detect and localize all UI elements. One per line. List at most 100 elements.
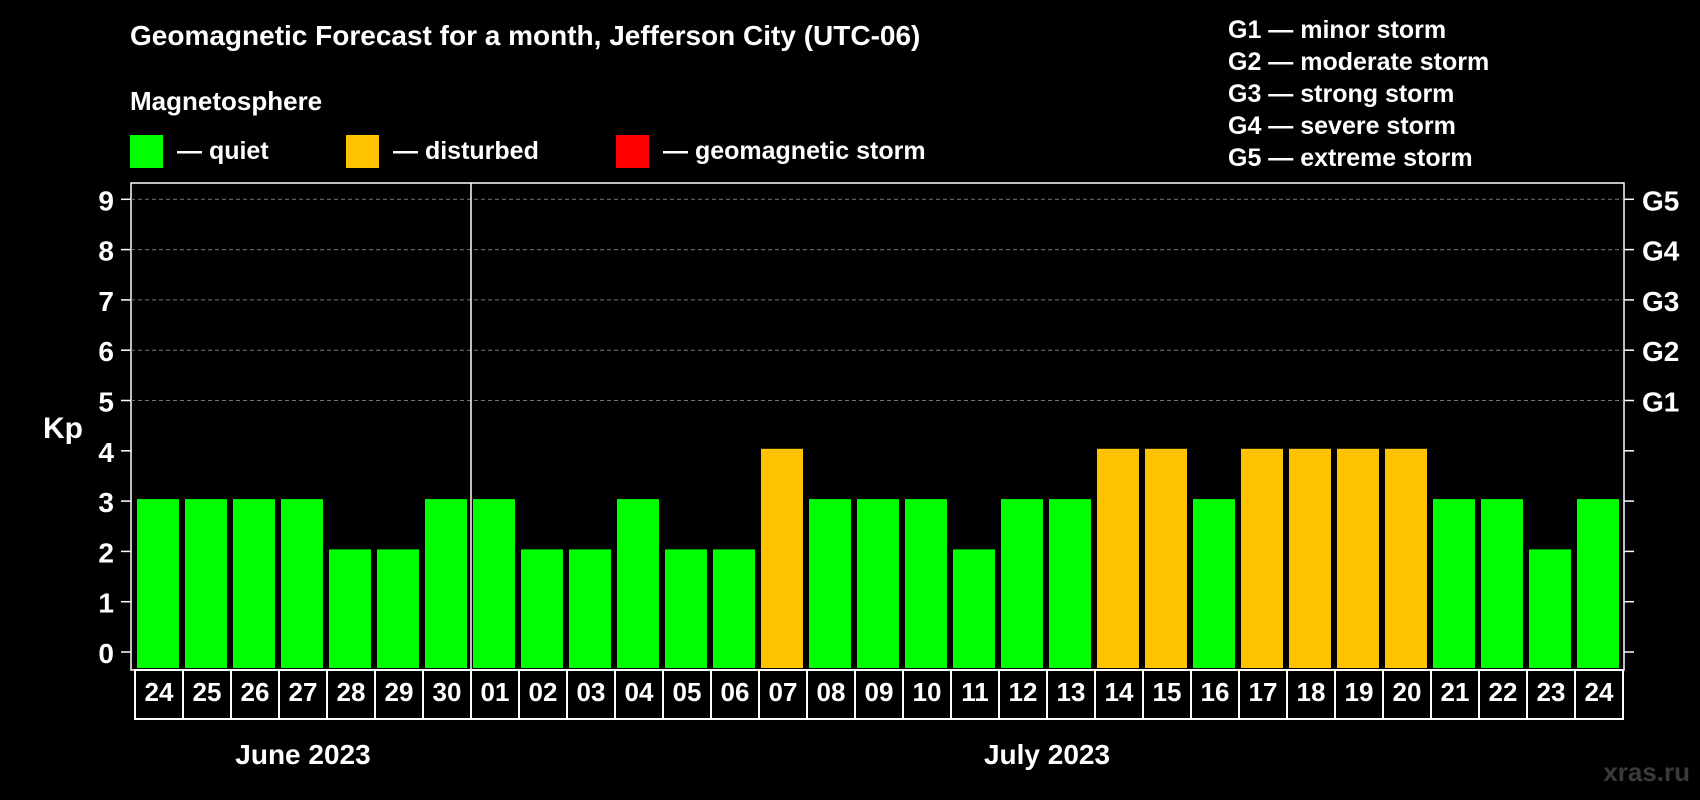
x-tick-label: 19 — [1345, 677, 1374, 707]
y-tick-label: 6 — [98, 336, 114, 367]
y-axis-title: Kp — [43, 412, 83, 445]
bar — [1433, 499, 1475, 668]
x-tick-label: 10 — [913, 677, 942, 707]
bar — [1097, 448, 1139, 668]
g-scale-label: G5 — [1642, 185, 1679, 216]
y-tick-label: 8 — [98, 236, 114, 267]
g-scale-label: G4 — [1642, 236, 1680, 267]
x-tick-label: 18 — [1297, 677, 1326, 707]
legend-swatch-storm — [616, 134, 649, 168]
legend-label-quiet: — quiet — [177, 136, 269, 165]
y-tick-label: 2 — [98, 537, 114, 568]
x-tick-label: 06 — [721, 677, 750, 707]
x-tick-label: 15 — [1153, 677, 1182, 707]
x-tick-label: 09 — [865, 677, 894, 707]
x-tick-label: 28 — [337, 677, 366, 707]
g-scale-label: G3 — [1642, 286, 1679, 317]
bar — [329, 549, 371, 668]
bar — [569, 549, 611, 668]
y-tick-label: 5 — [98, 387, 114, 418]
y-tick-label: 9 — [98, 185, 114, 216]
x-tick-label: 24 — [145, 677, 174, 707]
bar — [473, 499, 515, 668]
y-tick-label: 3 — [98, 487, 114, 518]
x-tick-label: 29 — [385, 677, 414, 707]
chart-title: Geomagnetic Forecast for a month, Jeffer… — [130, 20, 921, 51]
bar — [953, 549, 995, 668]
bar — [1337, 448, 1379, 668]
bar — [281, 499, 323, 668]
storm-level-g2: G2 — moderate storm — [1228, 48, 1490, 76]
x-tick-label: 03 — [577, 677, 606, 707]
y-tick-label: 7 — [98, 286, 114, 317]
bar — [377, 549, 419, 668]
x-tick-label: 17 — [1249, 677, 1278, 707]
bar — [1049, 499, 1091, 668]
bar — [1241, 448, 1283, 668]
x-tick-label: 05 — [673, 677, 702, 707]
x-tick-label: 08 — [817, 677, 846, 707]
y-tick-label: 0 — [98, 638, 114, 669]
storm-level-g4: G4 — severe storm — [1228, 112, 1456, 140]
bar — [713, 549, 755, 668]
bar — [1289, 448, 1331, 668]
legend-swatch-quiet — [130, 134, 163, 168]
month-label: July 2023 — [984, 739, 1110, 770]
legend-quiet: — quiet — [130, 134, 269, 168]
x-tick-label: 01 — [481, 677, 510, 707]
storm-level-g5: G5 — extreme storm — [1228, 144, 1473, 172]
x-tick-label: 22 — [1489, 677, 1518, 707]
x-tick-label: 04 — [625, 677, 654, 707]
bar — [233, 499, 275, 668]
bar — [1529, 549, 1571, 668]
x-tick-label: 14 — [1105, 677, 1134, 707]
bar — [665, 549, 707, 668]
x-tick-label: 07 — [769, 677, 798, 707]
x-tick-label: 13 — [1057, 677, 1086, 707]
storm-scale-legend: G1 — minor storm G2 — moderate storm G3 … — [1228, 14, 1489, 174]
legend-storm: — geomagnetic storm — [616, 134, 926, 168]
bar — [857, 499, 899, 668]
x-tick-label: 11 — [961, 677, 989, 707]
x-tick-label: 24 — [1585, 677, 1614, 707]
bar — [809, 499, 851, 668]
legend-disturbed: — disturbed — [346, 134, 539, 168]
legend-swatch-disturbed — [346, 134, 379, 168]
bar — [1481, 499, 1523, 668]
x-tick-label: 26 — [241, 677, 270, 707]
bar — [1145, 448, 1187, 668]
x-tick-label: 12 — [1009, 677, 1038, 707]
x-tick-label: 16 — [1201, 677, 1230, 707]
x-tick-label: 20 — [1393, 677, 1422, 707]
watermark: xras.ru — [1603, 757, 1690, 787]
bar — [617, 499, 659, 668]
legend-label-storm: — geomagnetic storm — [663, 136, 926, 165]
bar — [761, 448, 803, 668]
legend-title: Magnetosphere — [130, 86, 323, 116]
bar — [1577, 499, 1619, 668]
legend-label-disturbed: — disturbed — [393, 136, 539, 165]
y-tick-label: 1 — [98, 588, 114, 619]
x-tick-label: 21 — [1441, 677, 1470, 707]
x-tick-label: 30 — [433, 677, 462, 707]
bar — [905, 499, 947, 668]
bar — [1385, 448, 1427, 668]
date-row — [134, 669, 1624, 720]
x-tick-label: 23 — [1537, 677, 1566, 707]
x-tick-label: 27 — [289, 677, 318, 707]
month-label: June 2023 — [235, 739, 370, 770]
x-tick-label: 02 — [529, 677, 558, 707]
g-scale-label: G1 — [1642, 387, 1679, 418]
g-scale-label: G2 — [1642, 336, 1679, 367]
bar — [137, 499, 179, 668]
bar — [425, 499, 467, 668]
bar — [521, 549, 563, 668]
bar — [1193, 499, 1235, 668]
y-tick-label: 4 — [98, 437, 114, 468]
storm-level-g1: G1 — minor storm — [1228, 16, 1447, 44]
x-tick-label: 25 — [193, 677, 222, 707]
bar — [1001, 499, 1043, 668]
storm-level-g3: G3 — strong storm — [1228, 80, 1455, 108]
